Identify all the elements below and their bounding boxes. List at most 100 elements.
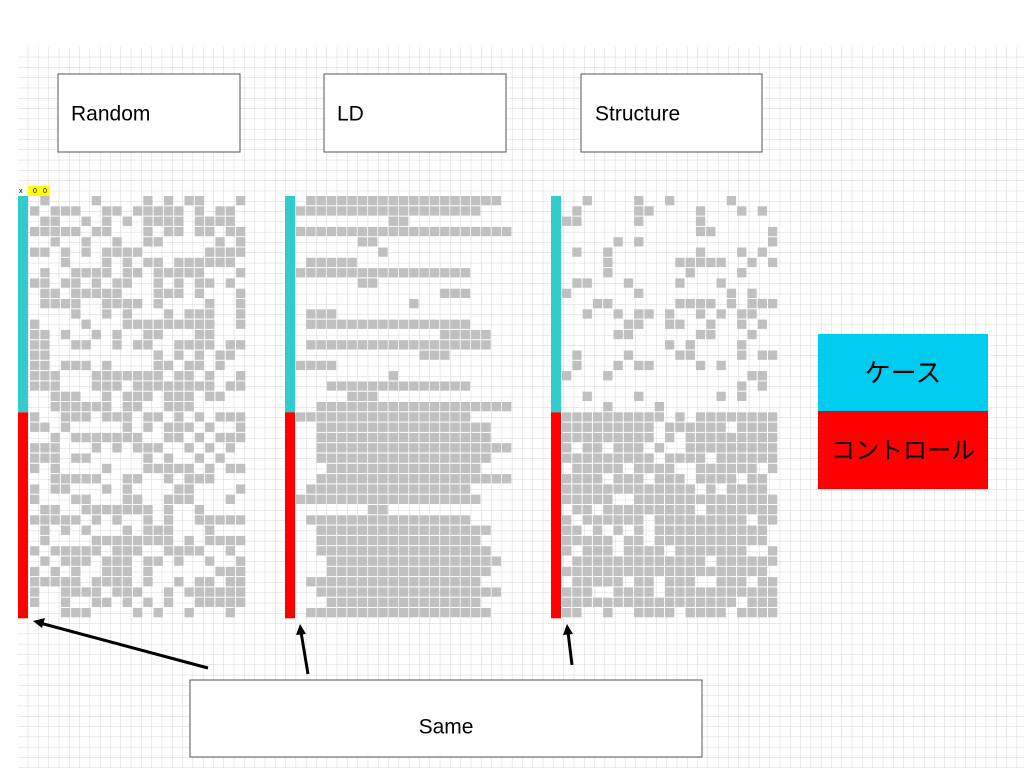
cell: [122, 216, 132, 226]
cell: [378, 268, 388, 278]
cell: [582, 309, 592, 319]
cell: [184, 535, 194, 546]
cell: [429, 474, 440, 484]
cell: [419, 206, 429, 216]
cell: [30, 226, 40, 237]
cell: [706, 226, 716, 237]
cell: [122, 391, 132, 401]
cell: [174, 278, 184, 288]
cell: [481, 329, 491, 340]
cell: [644, 587, 654, 597]
cell: [409, 268, 419, 278]
cell: [450, 597, 460, 607]
cell: [572, 412, 582, 422]
cell: [450, 525, 460, 535]
cell: [337, 432, 347, 443]
cell: [685, 608, 695, 618]
cell: [582, 577, 592, 587]
cell: [133, 206, 143, 216]
cell: [572, 597, 582, 607]
cell: [326, 196, 337, 206]
cell: [582, 422, 592, 432]
cell: [122, 597, 132, 607]
cell: [30, 463, 40, 474]
cell: [215, 566, 225, 577]
cell: [236, 432, 246, 443]
cell: [357, 484, 368, 494]
cell: [726, 505, 737, 515]
cell: [368, 484, 378, 494]
cell: [326, 402, 337, 412]
cell: [174, 340, 184, 350]
cell: [481, 474, 491, 484]
cell: [81, 412, 91, 422]
cell: [143, 391, 153, 401]
cell: [378, 226, 388, 237]
cell: [184, 309, 194, 319]
cell: [337, 608, 347, 618]
cell: [399, 535, 409, 546]
cell: [40, 515, 50, 525]
cell: [388, 556, 398, 566]
cell: [634, 515, 644, 525]
cell: [163, 525, 174, 535]
cell: [326, 608, 337, 618]
cell: [726, 515, 737, 525]
cell: [399, 412, 409, 422]
cell: [40, 381, 50, 391]
cell: [623, 566, 634, 577]
cell: [306, 494, 316, 504]
cell: [225, 443, 235, 453]
cell: [582, 196, 592, 206]
cell: [112, 577, 122, 587]
label-random: Random: [71, 103, 150, 126]
cell: [306, 484, 316, 494]
cell: [440, 432, 450, 443]
cell: [236, 340, 246, 350]
cell: [306, 319, 316, 329]
cell: [378, 556, 388, 566]
cell: [654, 443, 664, 453]
cell: [143, 577, 153, 587]
cell: [471, 556, 481, 566]
cell: [450, 546, 460, 556]
cell: [665, 196, 675, 206]
cell: [644, 309, 654, 319]
cell: [592, 422, 603, 432]
cell: [236, 556, 246, 566]
cell: [665, 309, 675, 319]
cell: [644, 597, 654, 607]
cell: [194, 226, 205, 237]
cell: [737, 484, 747, 494]
cell: [623, 412, 634, 422]
cell: [582, 443, 592, 453]
cell: [409, 587, 419, 597]
cell: [440, 546, 450, 556]
cell: [71, 587, 81, 597]
cell: [716, 360, 726, 371]
cell: [747, 494, 757, 504]
cell: [460, 443, 471, 453]
cell: [30, 494, 40, 504]
cell: [582, 474, 592, 484]
cell: [194, 309, 205, 319]
cell: [122, 319, 132, 329]
cell: [194, 432, 205, 443]
cell: [409, 381, 419, 391]
cell: [205, 340, 215, 350]
cell: [337, 340, 347, 350]
cell: [768, 432, 778, 443]
cell: [716, 443, 726, 453]
cell: [357, 278, 368, 288]
cell: [388, 196, 398, 206]
cell: [81, 216, 91, 226]
cell: [726, 484, 737, 494]
cell: [368, 463, 378, 474]
cell: [634, 474, 644, 484]
cell: [634, 196, 644, 206]
cell: [502, 443, 512, 453]
cell: [225, 597, 235, 607]
cell: [50, 546, 60, 556]
cell: [634, 360, 644, 371]
cell: [122, 556, 132, 566]
